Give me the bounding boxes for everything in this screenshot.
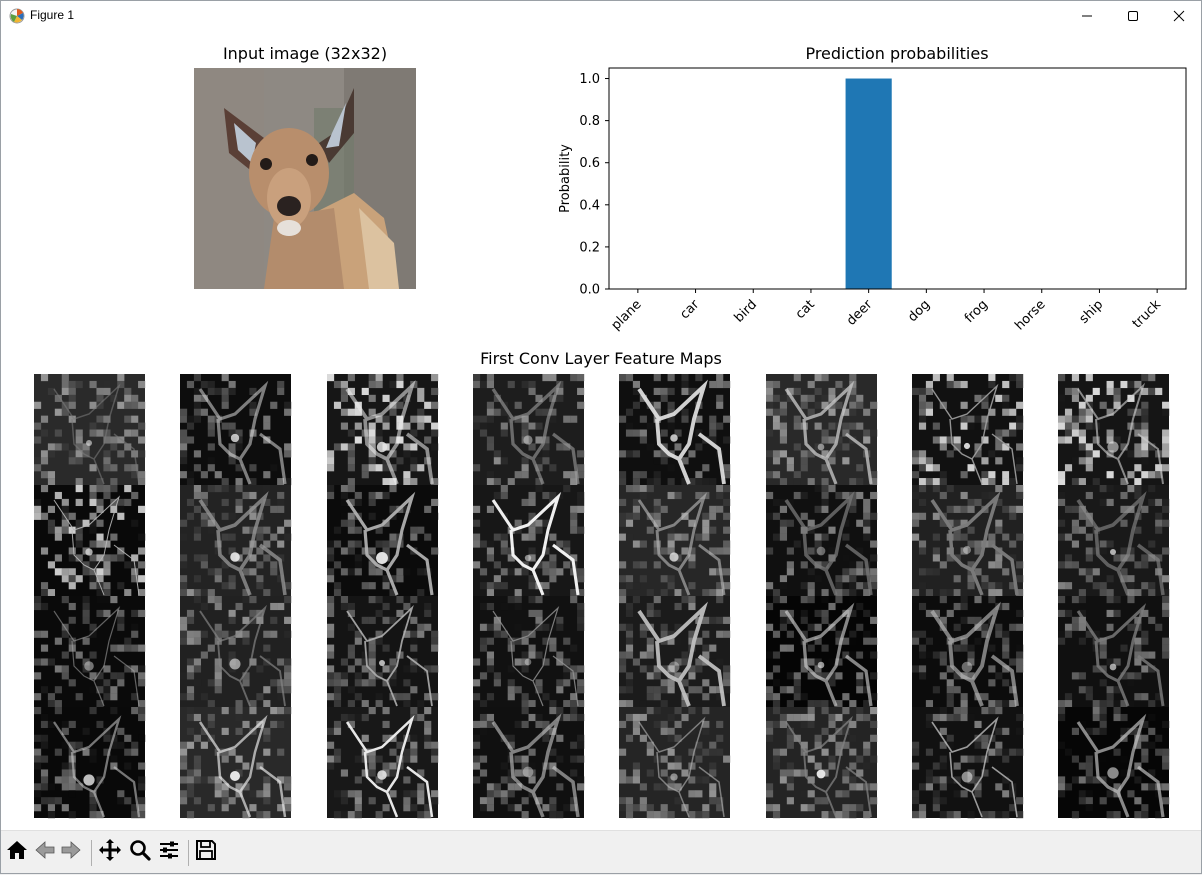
x-tick-label-frog: frog <box>962 297 991 326</box>
pan-move-icon <box>98 838 122 866</box>
feature-map-1 <box>34 374 146 486</box>
forward-arrow-icon <box>59 838 83 866</box>
feature-map-6 <box>766 374 878 486</box>
save-disk-icon <box>194 838 218 866</box>
x-tick-label-truck: truck <box>1130 297 1165 332</box>
feature-map-23 <box>912 596 1024 708</box>
feature-map-30 <box>766 707 878 819</box>
configure-subplots-icon <box>157 838 181 866</box>
zoom-magnifier-icon <box>128 838 152 866</box>
home-icon <box>5 838 29 866</box>
feature-map-7 <box>912 374 1024 486</box>
feature-map-27 <box>327 707 439 819</box>
feature-map-29 <box>619 707 731 819</box>
back-button[interactable] <box>32 839 58 865</box>
feature-map-20 <box>473 596 585 708</box>
y-axis-label: Probability <box>558 144 573 213</box>
feature-map-21 <box>619 596 731 708</box>
x-tick-label-deer: deer <box>844 297 876 329</box>
feature-map-19 <box>327 596 439 708</box>
feature-map-14 <box>766 485 878 597</box>
feature-map-3 <box>327 374 439 486</box>
feature-map-32 <box>1058 707 1170 819</box>
x-tick-label-dog: dog <box>905 297 933 325</box>
minimize-icon <box>1081 7 1093 26</box>
back-arrow-icon <box>33 838 57 866</box>
pan-button[interactable] <box>97 839 123 865</box>
maximize-icon <box>1127 7 1139 26</box>
toolbar-separator <box>188 840 189 866</box>
window-title: Figure 1 <box>30 8 75 22</box>
x-tick-label-bird: bird <box>732 297 760 325</box>
y-tick-label: 0.0 <box>579 283 600 298</box>
feature-map-8 <box>1058 374 1170 486</box>
x-tick-label-ship: ship <box>1077 297 1107 327</box>
navigation-toolbar <box>0 830 1202 875</box>
y-tick-label: 0.2 <box>579 240 600 255</box>
chart-frame <box>608 67 1187 290</box>
forward-button[interactable] <box>58 839 84 865</box>
feature-map-11 <box>327 485 439 597</box>
save-button[interactable] <box>193 839 219 865</box>
figure-canvas[interactable]: Input image (32x32) Prediction <box>0 32 1202 830</box>
prediction-bar-chart: 0.0 0.2 0.4 0.6 0.8 1.0 plane car bird cat deer dog… <box>558 67 1187 334</box>
feature-map-5 <box>619 374 731 486</box>
feature-map-24 <box>1058 596 1170 708</box>
feature-map-2 <box>180 374 292 486</box>
input-image-title: Input image (32x32) <box>222 44 388 63</box>
close-icon <box>1173 7 1185 26</box>
x-tick-label-horse: horse <box>1012 297 1048 333</box>
feature-map-12 <box>473 485 585 597</box>
feature-map-28 <box>473 707 585 819</box>
maximize-button[interactable] <box>1110 0 1156 32</box>
minimize-button[interactable] <box>1064 0 1110 32</box>
zoom-button[interactable] <box>127 839 153 865</box>
toolbar-separator <box>91 840 92 866</box>
y-tick-label: 0.4 <box>579 198 600 213</box>
x-tick-label-car: car <box>677 297 703 323</box>
feature-map-4 <box>473 374 585 486</box>
x-tick-label-cat: cat <box>793 297 818 322</box>
chart-title: Prediction probabilities <box>805 44 989 63</box>
home-button[interactable] <box>4 839 30 865</box>
input-image <box>194 68 416 289</box>
y-tick-label: 0.6 <box>579 156 600 171</box>
feature-map-13 <box>619 485 731 597</box>
title-bar: Figure 1 <box>0 0 1202 32</box>
feature-map-18 <box>180 596 292 708</box>
feature-map-9 <box>34 485 146 597</box>
x-tick-label-plane: plane <box>609 297 645 333</box>
feature-map-15 <box>912 485 1024 597</box>
y-tick-label: 1.0 <box>579 72 600 87</box>
configure-subplots-button[interactable] <box>156 839 182 865</box>
y-tick-label: 0.8 <box>579 114 600 129</box>
feature-map-25 <box>34 707 146 819</box>
feature-map-10 <box>180 485 292 597</box>
feature-map-17 <box>34 596 146 708</box>
close-button[interactable] <box>1156 0 1202 32</box>
feature-map-16 <box>1058 485 1170 597</box>
feature-map-31 <box>912 707 1024 819</box>
matplotlib-app-icon <box>8 7 26 25</box>
bar-deer <box>845 78 892 290</box>
feature-map-26 <box>180 707 292 819</box>
feature-maps-title: First Conv Layer Feature Maps <box>480 349 722 368</box>
feature-map-22 <box>766 596 878 708</box>
